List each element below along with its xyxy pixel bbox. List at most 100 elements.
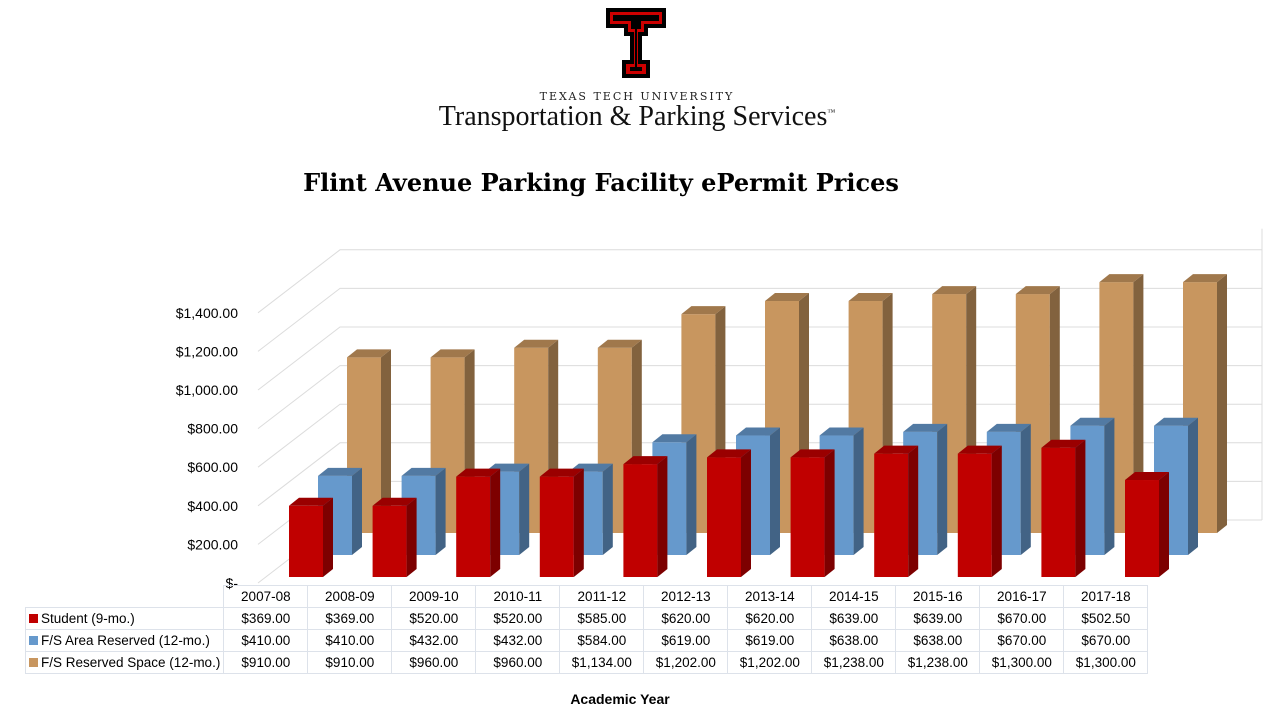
- data-cell: $520.00: [391, 607, 477, 630]
- bar-top: [652, 434, 697, 443]
- data-cell: $619.00: [643, 629, 729, 652]
- data-cell: $369.00: [307, 607, 393, 630]
- data-cell: $670.00: [979, 629, 1065, 652]
- bar-top: [597, 339, 642, 348]
- bar-side: [406, 497, 417, 577]
- data-cell: $432.00: [391, 629, 477, 652]
- bar-top: [318, 467, 362, 476]
- bar-front: [874, 453, 909, 577]
- data-cell: $369.00: [223, 607, 309, 630]
- bar-side: [435, 467, 446, 555]
- bar-front: [1125, 480, 1159, 577]
- y-tick-label: $800.00: [187, 421, 238, 437]
- data-cell: $910.00: [223, 651, 309, 674]
- data-cell: $410.00: [223, 629, 309, 652]
- x-axis-label: Academic Year: [570, 691, 670, 707]
- bar-top: [623, 456, 668, 465]
- bar-front: [790, 457, 825, 577]
- chart-title: Flint Avenue Parking Facility ePermit Pr…: [303, 168, 899, 197]
- department-name: Transportation & Parking Services™: [438, 101, 836, 132]
- data-cell: $620.00: [643, 607, 729, 630]
- data-cell: $1,134.00: [559, 651, 645, 674]
- data-cell: $1,300.00: [1063, 651, 1149, 674]
- bar-top: [848, 293, 893, 302]
- bar-side: [1075, 439, 1086, 577]
- bar-side: [352, 467, 362, 555]
- bar-front: [1041, 447, 1076, 577]
- bar-top: [456, 468, 501, 477]
- category-label: 2011-12: [559, 585, 645, 608]
- data-cell: $502.50: [1063, 607, 1149, 630]
- data-cell: $520.00: [475, 607, 561, 630]
- data-cell: $670.00: [979, 607, 1065, 630]
- bar-front: [289, 505, 323, 577]
- bar-side: [1159, 472, 1169, 577]
- bar-top: [957, 445, 1002, 454]
- bar-top: [874, 445, 919, 454]
- bar-top: [707, 449, 751, 458]
- category-label: 2015-16: [895, 585, 981, 608]
- data-cell: $960.00: [391, 651, 477, 674]
- data-cell: $619.00: [727, 629, 813, 652]
- legend-swatch: [29, 614, 38, 623]
- bar-side: [908, 445, 919, 577]
- data-cell: $1,202.00: [643, 651, 729, 674]
- bar-front: [456, 476, 491, 577]
- bar-side: [1104, 417, 1115, 555]
- bar-side: [1133, 274, 1144, 533]
- bar-side: [1217, 274, 1227, 533]
- bar-top: [372, 497, 417, 506]
- bar-side: [381, 349, 391, 533]
- category-label: 2009-10: [391, 585, 477, 608]
- bar-side: [657, 456, 668, 577]
- y-tick-label: $1,200.00: [176, 343, 238, 359]
- bar-side: [741, 449, 751, 577]
- table-row: Student (9-mo.) $369.00 $369.00 $520.00 $520…: [24, 607, 1149, 630]
- bar-front: [707, 457, 741, 577]
- y-tick-label: $400.00: [187, 498, 238, 514]
- bar-top: [1041, 439, 1086, 448]
- data-cell: $1,300.00: [979, 651, 1065, 674]
- bar-side: [1188, 417, 1198, 555]
- series-name: F/S Reserved Space (12-mo.): [41, 655, 221, 670]
- data-cell: $639.00: [895, 607, 981, 630]
- data-cell: $410.00: [307, 629, 393, 652]
- table-row: F/S Reserved Space (12-mo.) $910.00 $910.0…: [24, 651, 1149, 674]
- category-label: 2016-17: [979, 585, 1065, 608]
- y-tick-label: $1,000.00: [176, 382, 238, 398]
- bar-front: [957, 453, 992, 577]
- bar-side: [573, 468, 584, 577]
- bar-side: [937, 423, 948, 555]
- category-label: 2013-14: [727, 585, 813, 608]
- category-label: 2017-18: [1063, 585, 1149, 608]
- bar-front: [539, 476, 574, 577]
- bar-top: [401, 467, 446, 476]
- data-cell: $620.00: [727, 607, 813, 630]
- bar-top: [1125, 472, 1169, 481]
- legend-swatch: [29, 658, 38, 667]
- category-label: 2008-09: [307, 585, 393, 608]
- data-cell: $1,238.00: [895, 651, 981, 674]
- bar-top: [1099, 274, 1144, 283]
- legend-swatch: [29, 636, 38, 645]
- bar-side: [853, 427, 864, 555]
- gridline: [257, 249, 1262, 314]
- table-header-row: 2007-08 2008-09 2009-10 2010-11 2011-12 2012-…: [25, 585, 1149, 608]
- category-label: 2007-08: [223, 585, 309, 608]
- table-row: F/S Area Reserved (12-mo.) $410.00 $410.00…: [24, 629, 1149, 652]
- bar-side: [770, 427, 780, 555]
- category-label: 2014-15: [811, 585, 897, 608]
- y-tick-label: $200.00: [187, 536, 238, 552]
- category-label: 2010-11: [475, 585, 561, 608]
- category-label: 2012-13: [643, 585, 729, 608]
- series-name: Student (9-mo.): [41, 611, 135, 626]
- bar-top: [1015, 286, 1060, 295]
- bar-top: [347, 349, 391, 358]
- legend-entry: F/S Area Reserved (12-mo.): [24, 629, 225, 652]
- legend-entry: Student (9-mo.): [24, 607, 225, 630]
- bar-top: [932, 286, 977, 295]
- university-name: TEXAS TECH UNIVERSITY: [539, 90, 735, 103]
- legend-entry: F/S Reserved Space (12-mo.): [24, 651, 225, 674]
- bar-top: [819, 427, 864, 436]
